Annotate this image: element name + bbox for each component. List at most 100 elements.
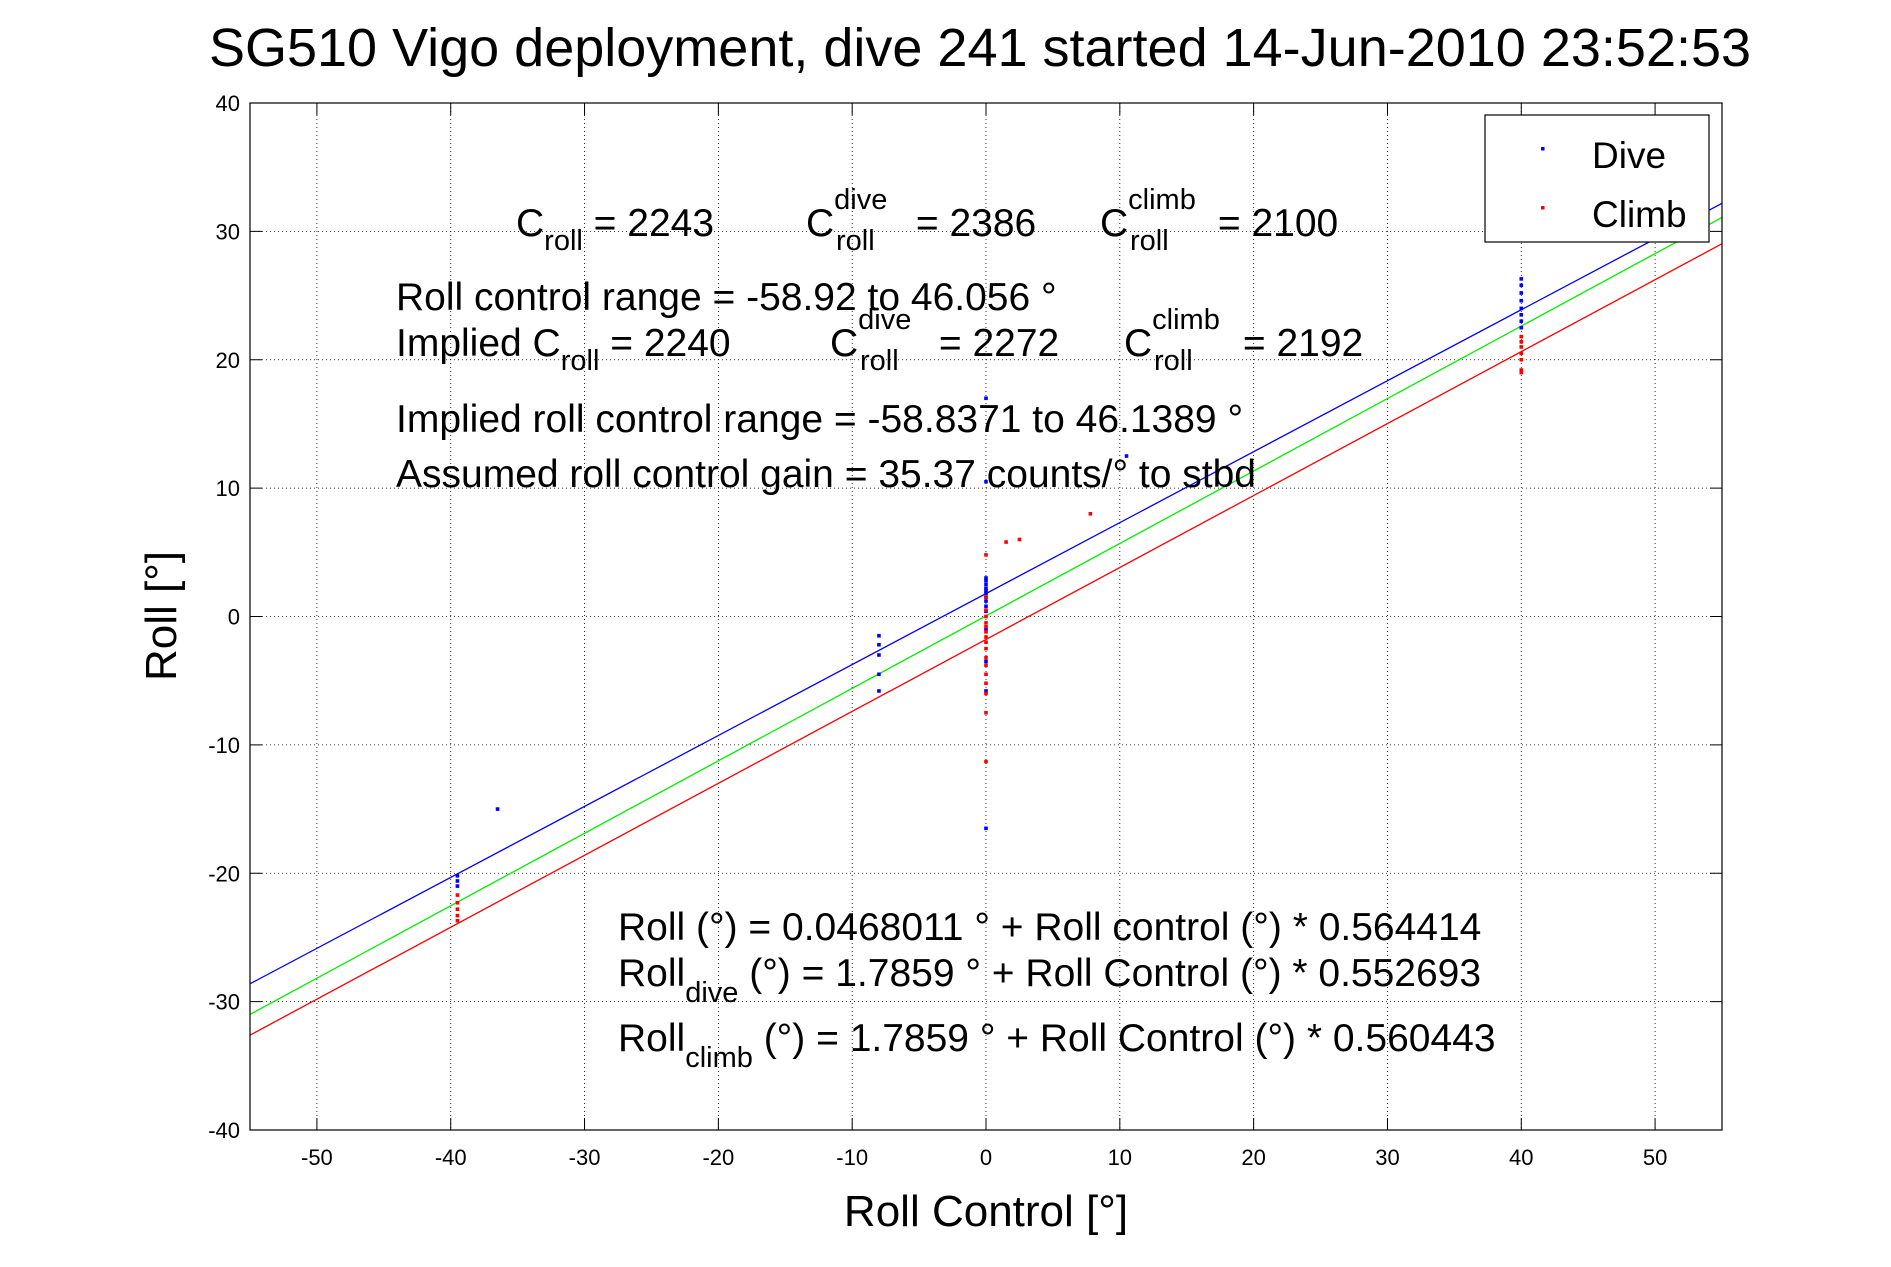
annotation-c-roll-climb: Cclimb roll = 2100 [1100, 184, 1338, 257]
climb-point [1519, 334, 1524, 339]
dive-point [984, 627, 988, 632]
dive-point [1519, 283, 1524, 288]
dive-point [1519, 319, 1524, 324]
annotation-implied-c-roll: Implied Croll = 2240 [396, 322, 731, 377]
dive-point [984, 586, 988, 591]
dive-point [877, 642, 881, 647]
y-axis-label: Roll [°] [137, 551, 186, 681]
climb-point [984, 710, 988, 715]
x-tick-label: 30 [1375, 1145, 1399, 1170]
legend-dive-marker [1541, 147, 1545, 151]
annotation-implied-c-roll-dive: Cdive roll = 2272 [830, 304, 1059, 377]
y-tick-label: 10 [216, 476, 240, 501]
dive-point [1519, 306, 1524, 311]
climb-point [1519, 368, 1524, 372]
climb-point [984, 646, 988, 651]
x-tick-label: -50 [301, 1145, 333, 1170]
y-tick-label: 20 [216, 348, 240, 373]
dive-point [984, 396, 988, 401]
climb-point [455, 900, 460, 905]
dive-point [1124, 454, 1129, 458]
legend-dive-label: Dive [1592, 135, 1666, 176]
dive-point [455, 879, 460, 883]
climb-point [984, 614, 988, 619]
chart-title: SG510 Vigo deployment, dive 241 started … [209, 18, 1751, 78]
y-tick-label: -40 [208, 1118, 240, 1143]
annotation-fit-all: Roll (°) = 0.0468011 ° + Roll control (°… [618, 906, 1481, 949]
dive-point [877, 672, 881, 677]
climb-point [984, 655, 988, 660]
dive-point [984, 576, 988, 580]
climb-point [1519, 357, 1524, 362]
climb-point [984, 595, 988, 600]
dive-point [1519, 313, 1524, 317]
climb-point [1519, 339, 1524, 344]
climb-point [1519, 345, 1524, 349]
x-tick-label: 10 [1108, 1145, 1132, 1170]
x-tick-label: 0 [980, 1145, 992, 1170]
x-tick-label: -40 [435, 1145, 467, 1170]
fit-line [249, 243, 1723, 1036]
climb-point [984, 635, 988, 639]
dive-point [877, 633, 881, 638]
climb-point [1519, 370, 1524, 375]
y-tick-label: -30 [208, 990, 240, 1015]
dive-point [1519, 298, 1524, 303]
dive-point [1519, 277, 1524, 281]
dive-point [984, 604, 988, 609]
annotation-c-roll: Croll = 2243 [516, 202, 714, 257]
climb-point [455, 893, 460, 897]
legend-climb-label: Climb [1592, 194, 1687, 235]
dive-point [877, 689, 881, 693]
climb-point [455, 907, 460, 911]
climb-point [984, 553, 988, 557]
y-tick-label: 0 [228, 605, 240, 630]
y-tick-label: -20 [208, 861, 240, 886]
y-tick-label: 40 [216, 91, 240, 116]
climb-point [1519, 351, 1524, 356]
dive-point [455, 884, 460, 888]
dive-point [984, 578, 988, 583]
climb-point [1004, 540, 1008, 544]
annotation-implied-c-roll-climb: Cclimb roll = 2192 [1124, 304, 1363, 377]
climb-point [984, 608, 988, 612]
x-tick-label: -20 [702, 1145, 734, 1170]
x-tick-label: -10 [836, 1145, 868, 1170]
dive-point [984, 659, 988, 664]
annotation-fit-climb: Rollclimb (°) = 1.7859 ° + Roll Control … [618, 1017, 1496, 1074]
x-axis-label: Roll Control [°] [844, 1187, 1128, 1236]
legend: Dive Climb [1484, 114, 1710, 243]
climb-point [984, 640, 988, 644]
x-tick-label: 50 [1643, 1145, 1667, 1170]
dive-point [984, 589, 988, 593]
climb-point [455, 913, 460, 918]
annotation-roll-control-range: Roll control range = -58.92 to 46.056 ° [396, 276, 1057, 319]
y-tick-label: -10 [208, 733, 240, 758]
climb-point [984, 663, 988, 668]
annotations: Croll = 2243 Cdive roll = 2386 Cclimb roll… [396, 184, 1496, 1074]
legend-climb-marker [1541, 206, 1545, 210]
dive-point [984, 599, 988, 603]
dive-point [984, 479, 988, 484]
annotation-c-roll-dive: Cdive roll = 2386 [806, 184, 1036, 257]
dive-point [1519, 325, 1524, 330]
annotation-fit-dive: Rolldive (°) = 1.7859 ° + Roll Control (… [618, 952, 1481, 1009]
climb-point [984, 621, 988, 625]
annotation-gain: Assumed roll control gain = 35.37 counts… [396, 453, 1256, 496]
climb-point [1017, 537, 1022, 542]
annotation-implied-range: Implied roll control range = -58.8371 to… [396, 398, 1243, 441]
dive-point [495, 807, 500, 811]
climb-point [455, 918, 460, 923]
dive-point [455, 874, 460, 878]
y-tick-label: 30 [216, 219, 240, 244]
climb-point [984, 624, 988, 629]
dive-point [1519, 291, 1524, 295]
climb-point [984, 691, 988, 696]
dive-point [984, 591, 988, 596]
climb-point [984, 681, 988, 686]
climb-point [984, 672, 988, 677]
dive-point [877, 653, 881, 657]
x-tick-label: -30 [569, 1145, 601, 1170]
